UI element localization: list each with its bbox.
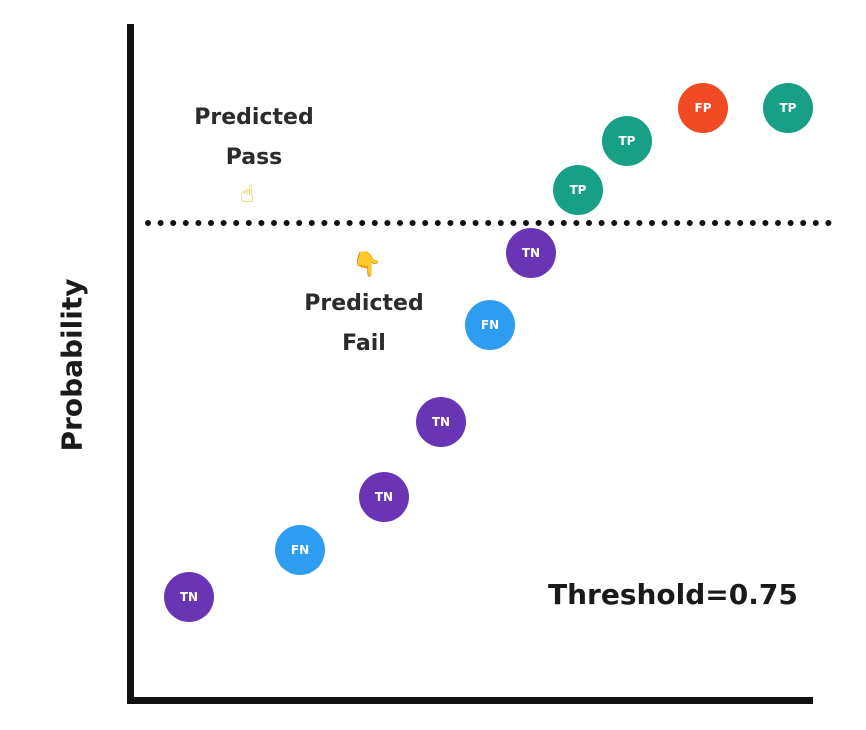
predicted-pass-label: Predicted Pass [169, 98, 339, 178]
point-label: TN [522, 246, 540, 260]
predicted-fail-line2: Fail [342, 331, 386, 356]
point-label: TP [570, 183, 587, 197]
point-marker [678, 83, 728, 133]
predicted-fail-line1: Predicted [304, 291, 424, 316]
point-label: TN [432, 415, 450, 429]
x-axis [127, 697, 813, 704]
point-label: FP [695, 101, 712, 115]
data-point-fn: FN [465, 300, 515, 350]
predicted-fail-label: Predicted Fail [279, 284, 449, 364]
threshold-label: Threshold=0.75 [548, 578, 798, 611]
point-label: TP [780, 101, 797, 115]
data-point-tn: TN [506, 228, 556, 278]
point-label: FN [291, 543, 309, 557]
data-point-tn: TN [416, 397, 466, 447]
predicted-pass-line1: Predicted [194, 105, 314, 130]
point-marker [275, 525, 325, 575]
point-marker [506, 228, 556, 278]
point-marker [164, 572, 214, 622]
point-marker [416, 397, 466, 447]
y-axis [127, 24, 134, 703]
point-label: TN [375, 490, 393, 504]
point-label: FN [481, 318, 499, 332]
point-marker [553, 165, 603, 215]
data-point-tp: TP [763, 83, 813, 133]
pointing-down-hand-icon: 👇 [352, 250, 382, 278]
data-point-tn: TN [164, 572, 214, 622]
data-point-tp: TP [553, 165, 603, 215]
point-marker [763, 83, 813, 133]
data-point-fp: FP [678, 83, 728, 133]
point-marker [359, 472, 409, 522]
point-marker [465, 300, 515, 350]
point-label: TN [180, 590, 198, 604]
pointing-up-hand-icon: ☝ [240, 180, 255, 208]
point-label: TP [619, 134, 636, 148]
data-point-tn: TN [359, 472, 409, 522]
point-marker [602, 116, 652, 166]
data-point-tp: TP [602, 116, 652, 166]
predicted-pass-line2: Pass [225, 145, 283, 170]
data-point-fn: FN [275, 525, 325, 575]
